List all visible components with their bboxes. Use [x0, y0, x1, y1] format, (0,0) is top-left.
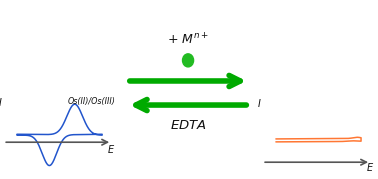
Text: Os(II)/Os(III): Os(II)/Os(III)	[68, 97, 116, 106]
Circle shape	[183, 54, 194, 67]
Text: $\mathit{EDTA}$: $\mathit{EDTA}$	[170, 119, 206, 132]
Text: $+\ \mathit{M}^{n+}$: $+\ \mathit{M}^{n+}$	[167, 32, 209, 47]
Text: I: I	[258, 99, 261, 109]
Text: E: E	[367, 163, 373, 173]
Text: I: I	[0, 98, 2, 108]
Text: E: E	[108, 145, 114, 155]
